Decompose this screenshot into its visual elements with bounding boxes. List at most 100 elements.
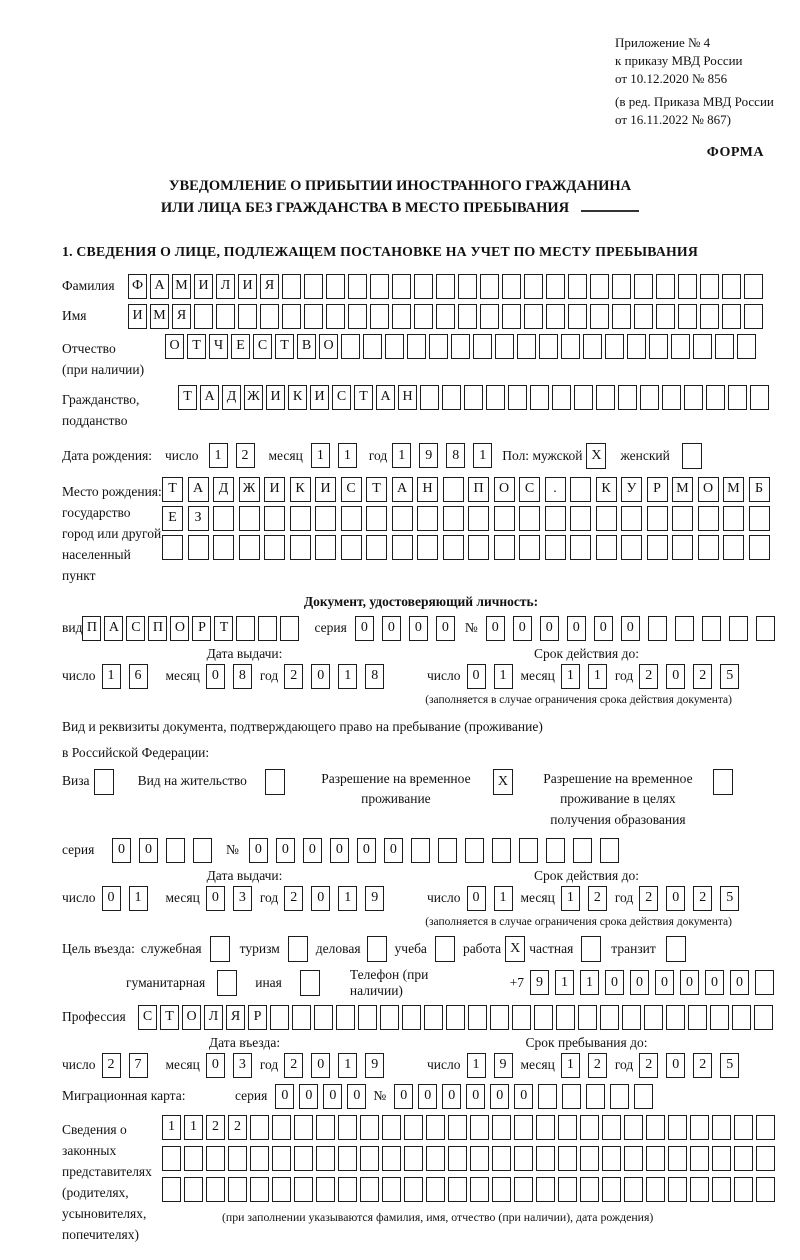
purpose-transit-checkbox[interactable] <box>665 935 686 962</box>
male-checkbox[interactable]: X <box>586 442 607 469</box>
purpose-work-checkbox[interactable]: X <box>505 935 526 962</box>
purpose-work-label: работа <box>462 940 502 956</box>
birthdate-label: Дата рождения: <box>62 447 153 463</box>
surname-label: Фамилия <box>62 277 115 293</box>
appendix-header: Приложение № 4 к приказу МВД России от 1… <box>615 34 800 129</box>
purpose-business-checkbox[interactable] <box>366 935 387 962</box>
female-checkbox[interactable] <box>681 442 702 469</box>
temp-residence-edu-checkbox[interactable] <box>712 769 733 796</box>
legal-note: (при заполнении указываются фамилия, имя… <box>222 1209 654 1224</box>
doc-number-sign: № <box>464 620 478 636</box>
purpose-business-label: деловая <box>315 940 361 956</box>
form-title-line2: ИЛИ ЛИЦА БЕЗ ГРАЖДАНСТВА В МЕСТО ПРЕБЫВА… <box>0 197 800 219</box>
purpose-official-checkbox[interactable] <box>209 935 230 962</box>
legal-representatives-row: Сведения о законных представителях (роди… <box>62 1114 780 1245</box>
purpose-tourism-label: туризм <box>239 940 280 956</box>
temp-residence-checkbox[interactable]: X <box>492 769 513 796</box>
residence-doc-options-row: Виза Вид на жительство Разрешение на вре… <box>62 769 780 830</box>
identity-doc-heading: Документ, удостоверяющий личность: <box>303 593 539 609</box>
purpose-humanitarian-checkbox[interactable] <box>217 969 238 996</box>
entry-date-label: Дата въезда: <box>208 1034 281 1050</box>
residence-permit-label: Вид на жительство <box>137 773 247 789</box>
year-label: год <box>368 447 388 463</box>
patronymic-label: Отчество (при наличии) <box>62 340 145 377</box>
visa-label: Виза <box>62 773 90 789</box>
legal-input-row3[interactable] <box>162 1176 778 1202</box>
migration-number-sign: № <box>373 1088 387 1104</box>
residence-doc-text: Вид и реквизиты документа, подтверждающе… <box>62 714 780 765</box>
amendment-line: (в ред. Приказа МВД России <box>615 93 774 109</box>
migration-card-label: Миграционная карта: <box>62 1088 186 1104</box>
visa-checkbox[interactable] <box>93 769 114 796</box>
purpose-tourism-checkbox[interactable] <box>287 935 308 962</box>
day-label: число <box>165 447 199 463</box>
birthplace-row: Место рождения: государство город или др… <box>62 476 780 586</box>
doc-date-headers: Дата выдачи: Срок действия до: <box>62 646 780 662</box>
temp-residence-edu-label: Разрешение на временное проживание в цел… <box>543 771 693 827</box>
section1-heading: 1. СВЕДЕНИЯ О ЛИЦЕ, ПОДЛЕЖАЩЕМ ПОСТАНОВК… <box>62 243 699 259</box>
purpose-private-checkbox[interactable] <box>581 935 602 962</box>
purpose-official-label: служебная <box>140 940 202 956</box>
phone-prefix: +7 <box>509 974 524 990</box>
purpose-other-checkbox[interactable] <box>299 969 320 996</box>
phone-label: Телефон (при наличии) <box>349 966 429 998</box>
permit-date-headers: Дата выдачи: Срок действия до: <box>62 868 780 884</box>
purpose-humanitarian-label: гуманитарная <box>126 974 206 990</box>
birthplace-input-row3[interactable] <box>162 534 774 560</box>
permit-valid-until-label: Срок действия до: <box>534 867 639 883</box>
entry-purpose-label: Цель въезда: <box>62 940 135 956</box>
form-title: УВЕДОМЛЕНИЕ О ПРИБЫТИИ ИНОСТРАННОГО ГРАЖ… <box>0 175 800 220</box>
purpose-private-label: частная <box>529 940 574 956</box>
residence-permit-checkbox[interactable] <box>264 769 285 796</box>
form-label: ФОРМА <box>706 144 764 160</box>
legal-input-row2[interactable] <box>162 1145 778 1171</box>
purpose-study-checkbox[interactable] <box>434 935 455 962</box>
